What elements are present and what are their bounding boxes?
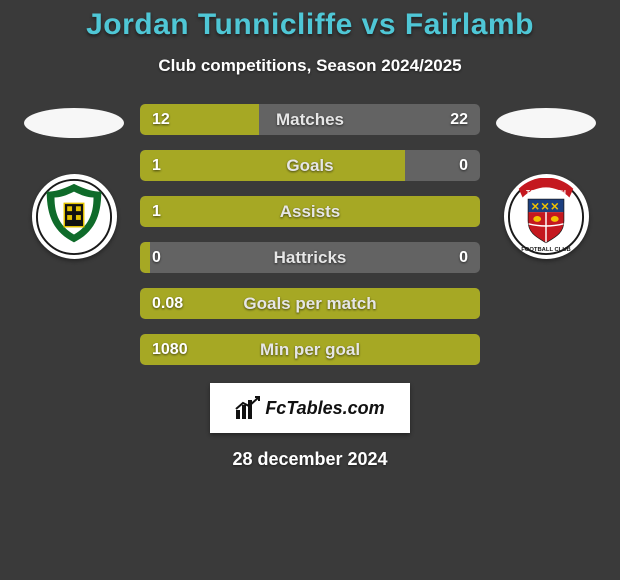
brand-text: FcTables.com bbox=[265, 398, 384, 419]
date-label: 28 december 2024 bbox=[0, 449, 620, 470]
stat-bar: Goals per match0.08 bbox=[140, 288, 480, 319]
stat-bar: Assists1 bbox=[140, 196, 480, 227]
svg-text:TAMWORTH: TAMWORTH bbox=[526, 189, 566, 196]
stat-bar-value-left: 1 bbox=[140, 196, 173, 227]
left-club-crest bbox=[32, 174, 117, 259]
page-title: Jordan Tunnicliffe vs Fairlamb bbox=[0, 8, 620, 42]
left-ellipse-decoration bbox=[24, 108, 124, 138]
tamworth-crest-icon: TAMWORTH FOOTBALL CLUB bbox=[507, 178, 585, 256]
stat-bar-value-left: 0 bbox=[140, 242, 173, 273]
stat-bar: Hattricks0 0 bbox=[140, 242, 480, 273]
stat-bar-label: Assists bbox=[140, 196, 480, 227]
stat-bar: Min per goal1080 bbox=[140, 334, 480, 365]
comparison-main: Matches1222Goals10Assists1Hattricks00Goa… bbox=[0, 104, 620, 365]
stat-bar-value-left: 1 bbox=[140, 150, 173, 181]
left-club-column bbox=[24, 104, 124, 259]
right-club-crest: TAMWORTH FOOTBALL CLUB bbox=[504, 174, 589, 259]
right-ellipse-decoration bbox=[496, 108, 596, 138]
stat-bar-value-right: 0 bbox=[447, 150, 480, 181]
stat-bar-label: Hattricks bbox=[140, 242, 480, 273]
stat-bar-value-left: 0.08 bbox=[140, 288, 195, 319]
stat-bars: Matches1222Goals10Assists1Hattricks00Goa… bbox=[140, 104, 480, 365]
stat-bar-value-right: 22 bbox=[438, 104, 480, 135]
stat-bar: Matches12 22 bbox=[140, 104, 480, 135]
stat-bar-value-left: 1080 bbox=[140, 334, 200, 365]
solihull-crest-icon bbox=[35, 178, 113, 256]
svg-text:FOOTBALL CLUB: FOOTBALL CLUB bbox=[521, 247, 571, 253]
stat-bar-value-left: 12 bbox=[140, 104, 182, 135]
subtitle: Club competitions, Season 2024/2025 bbox=[0, 56, 620, 76]
brand-badge: FcTables.com bbox=[210, 383, 410, 433]
fctables-logo-icon bbox=[235, 396, 261, 420]
stat-bar-label: Matches bbox=[140, 104, 480, 135]
stat-bar-value-right: 0 bbox=[447, 242, 480, 273]
stat-bar: Goals1 0 bbox=[140, 150, 480, 181]
stat-bar-label: Goals bbox=[140, 150, 480, 181]
right-club-column: TAMWORTH FOOTBALL CLUB bbox=[496, 104, 596, 259]
